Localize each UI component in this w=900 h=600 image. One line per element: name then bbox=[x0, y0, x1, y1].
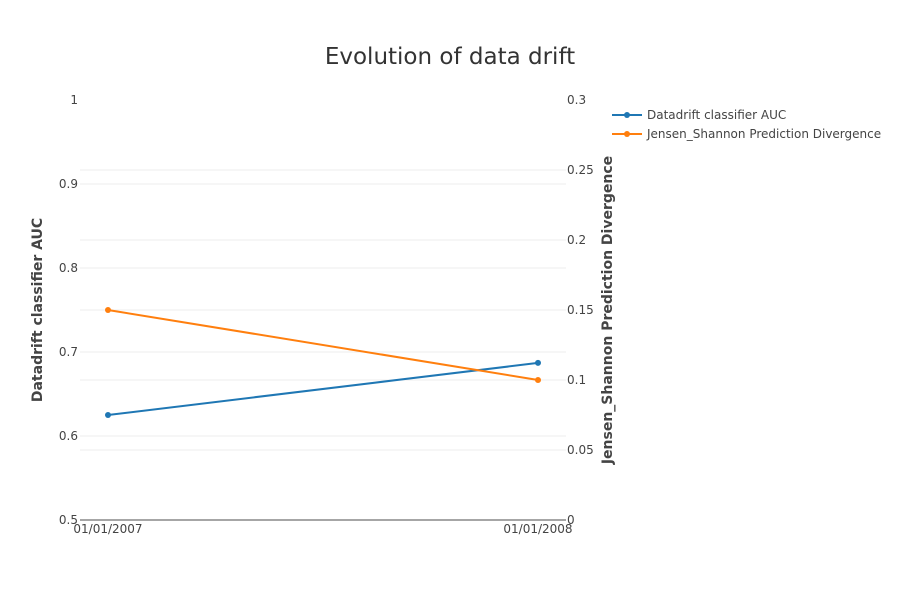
legend-label-auc: Datadrift classifier AUC bbox=[647, 107, 787, 122]
series bbox=[105, 307, 541, 418]
y-tick-label: 0.5 bbox=[59, 513, 78, 527]
grid-lines bbox=[80, 169, 566, 451]
x-tick-label: 01/01/2008 bbox=[503, 522, 572, 536]
y2-tick-label: 0.25 bbox=[567, 163, 594, 177]
series-line-1[interactable] bbox=[107, 309, 539, 381]
y-tick-label: 1 bbox=[70, 93, 78, 107]
tick-labels: 0.5 0.6 0.7 0.8 0.9 1 0 0.05 0.1 0.15 0.2 0.25 0.3 01… bbox=[59, 93, 594, 536]
series-point-0-1[interactable] bbox=[535, 359, 541, 366]
legend-swatch-auc bbox=[612, 111, 642, 118]
y2-tick-label: 0.15 bbox=[567, 303, 594, 317]
x-tick-label: 01/01/2007 bbox=[73, 522, 142, 536]
legend-item-auc[interactable]: Datadrift classifier AUC bbox=[612, 105, 881, 124]
legend-swatch-js-divergence bbox=[612, 130, 642, 137]
y2-tick-label: 0.05 bbox=[567, 443, 594, 457]
y2-tick-label: 0 bbox=[567, 513, 575, 527]
y-tick-label: 0.9 bbox=[59, 177, 78, 191]
series-point-1-1[interactable] bbox=[535, 377, 541, 383]
y-tick-label: 0.8 bbox=[59, 261, 78, 275]
series-point-0-0[interactable] bbox=[105, 412, 111, 418]
series-point-1-0[interactable] bbox=[105, 307, 111, 313]
y2-tick-label: 0.2 bbox=[567, 233, 586, 247]
legend-item-js-divergence[interactable]: Jensen_Shannon Prediction Divergence bbox=[612, 124, 881, 143]
y-tick-label: 0.6 bbox=[59, 429, 78, 443]
series-line-0[interactable] bbox=[107, 361, 539, 416]
y-tick-label: 0.7 bbox=[59, 345, 78, 359]
y2-tick-label: 0.1 bbox=[567, 373, 586, 387]
y-axis-title: Datadrift classifier AUC bbox=[30, 218, 46, 402]
y2-axis-title: Jensen_Shannon Prediction Divergence bbox=[600, 156, 616, 465]
legend-label-js-divergence: Jensen_Shannon Prediction Divergence bbox=[647, 126, 882, 141]
legend: Datadrift classifier AUC Jensen_Shannon … bbox=[612, 105, 881, 143]
y2-tick-label: 0.3 bbox=[567, 93, 586, 107]
chart-title: Evolution of data drift bbox=[324, 44, 576, 70]
